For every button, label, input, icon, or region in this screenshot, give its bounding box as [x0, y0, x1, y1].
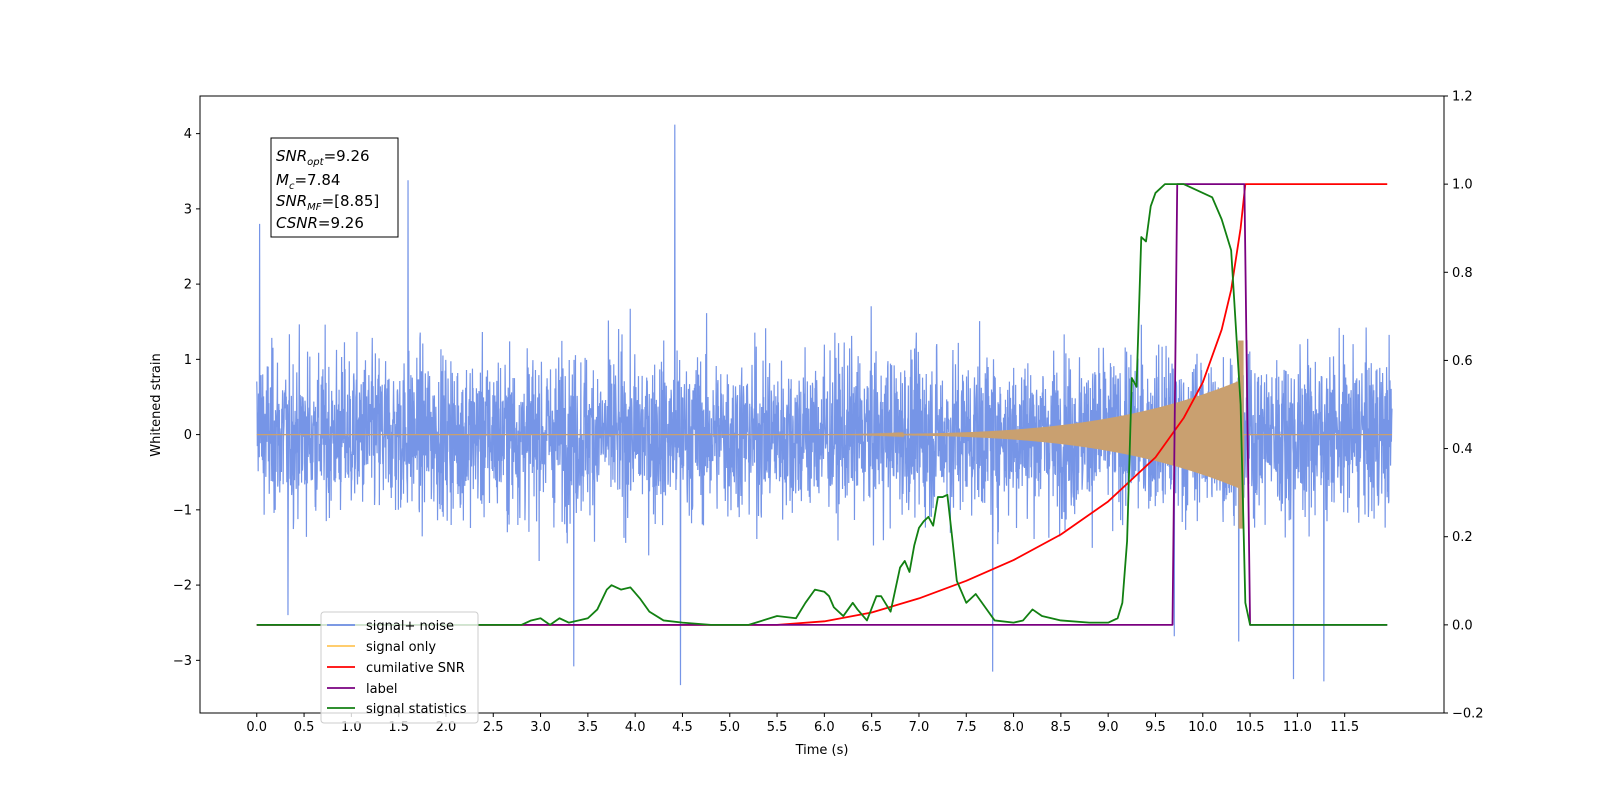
mc-value: =7.84	[294, 171, 340, 189]
mc-base: M	[276, 171, 289, 189]
mc-sub: c	[289, 181, 295, 192]
snr-opt-base: SNR	[276, 147, 307, 165]
x-tick-label: 0.0	[246, 720, 267, 735]
y-tick-label: −3	[173, 654, 192, 669]
x-tick-label: 2.5	[483, 720, 504, 735]
legend-label-cumsnr: cumilative SNR	[366, 661, 465, 676]
x-ticks: 0.0 0.5 1.0 1.5 2.0 2.5 3.0 3.5 4.0 4.5 5.0 5.5 6.0 6…	[246, 713, 1359, 735]
x-tick-label: 5.0	[719, 720, 740, 735]
y2-tick-label: 0.8	[1452, 266, 1473, 281]
x-tick-label: 9.5	[1145, 720, 1166, 735]
y2-tick-label: 0.6	[1452, 354, 1473, 369]
x-tick-label: 0.5	[294, 720, 315, 735]
y2-tick-label: 0.2	[1452, 530, 1473, 545]
y2-tick-label: −0.2	[1452, 707, 1484, 722]
y-axis-label: Whitened strain	[149, 353, 164, 456]
annotation-frame	[270, 137, 399, 238]
x-tick-label: 1.5	[388, 720, 409, 735]
y-tick-label: 0	[184, 428, 192, 443]
y-tick-label: 3	[184, 202, 192, 217]
snr-opt-sub: opt	[307, 157, 324, 168]
x-tick-label: 7.5	[956, 720, 977, 735]
y-ticks: 4 3 2 1 0 −1 −2 −3	[173, 127, 200, 669]
x-tick-label: 8.0	[1003, 720, 1024, 735]
legend-label-label: label	[366, 682, 397, 697]
legend-label-stats: signal statistics	[366, 702, 467, 717]
legend-frame	[320, 611, 479, 724]
annotation-box: SNRopt=9.26 Mc=7.84 SNRMF=[8.85] CSNR=9.…	[270, 137, 399, 238]
x-tick-label: 8.5	[1051, 720, 1072, 735]
x-tick-label: 11.0	[1283, 720, 1312, 735]
snr-mf-base: SNR	[276, 192, 307, 210]
legend-label-noise: signal+ noise	[366, 619, 454, 634]
signal-group	[256, 340, 1392, 529]
series-signal-only	[256, 340, 1392, 529]
x-tick-label: 3.5	[578, 720, 599, 735]
annotation-csnr: CSNR=9.26	[276, 214, 364, 232]
x-tick-label: 4.0	[625, 720, 646, 735]
x-tick-label: 9.0	[1098, 720, 1119, 735]
y-tick-label: 2	[184, 278, 192, 293]
x-tick-label: 10.0	[1188, 720, 1217, 735]
x-axis-label: Time (s)	[795, 743, 849, 758]
legend-label-signal: signal only	[366, 640, 436, 655]
x-tick-label: 10.5	[1236, 720, 1265, 735]
csnr-value: =9.26	[318, 214, 364, 232]
x-tick-label: 7.0	[909, 720, 930, 735]
snr-mf-value: =[8.85]	[322, 192, 380, 210]
y2-ticks: 1.2 1.0 0.8 0.6 0.4 0.2 0.0 −0.2	[1444, 90, 1484, 722]
y-tick-label: 1	[184, 353, 192, 368]
y2-tick-label: 0.0	[1452, 618, 1473, 633]
annotation-mc: Mc=7.84	[276, 171, 340, 192]
y-tick-label: 4	[184, 127, 192, 142]
snr-opt-value: =9.26	[324, 147, 370, 165]
y2-tick-label: 1.2	[1452, 90, 1473, 105]
legend: signal+ noise signal only cumilative SNR…	[320, 611, 479, 724]
x-tick-label: 6.0	[814, 720, 835, 735]
y-tick-label: −1	[173, 503, 192, 518]
x-tick-label: 4.5	[672, 720, 693, 735]
x-tick-label: 1.0	[341, 720, 362, 735]
x-tick-label: 5.5	[767, 720, 788, 735]
annotation-snr-mf: SNRMF=[8.85]	[276, 192, 379, 213]
right-series-group	[256, 183, 1388, 626]
y-tick-label: −2	[173, 579, 192, 594]
x-tick-label: 2.0	[436, 720, 457, 735]
plot-frame	[199, 95, 1445, 714]
x-tick-label: 3.0	[530, 720, 551, 735]
x-tick-label: 6.5	[861, 720, 882, 735]
snr-mf-sub: MF	[307, 202, 322, 213]
x-tick-label: 11.5	[1330, 720, 1359, 735]
csnr-base: CSNR	[276, 214, 318, 232]
y2-tick-label: 1.0	[1452, 178, 1473, 193]
annotation-snr-opt: SNRopt=9.26	[276, 147, 370, 168]
y2-tick-label: 0.4	[1452, 442, 1473, 457]
series-signal-statistics	[256, 183, 1388, 626]
